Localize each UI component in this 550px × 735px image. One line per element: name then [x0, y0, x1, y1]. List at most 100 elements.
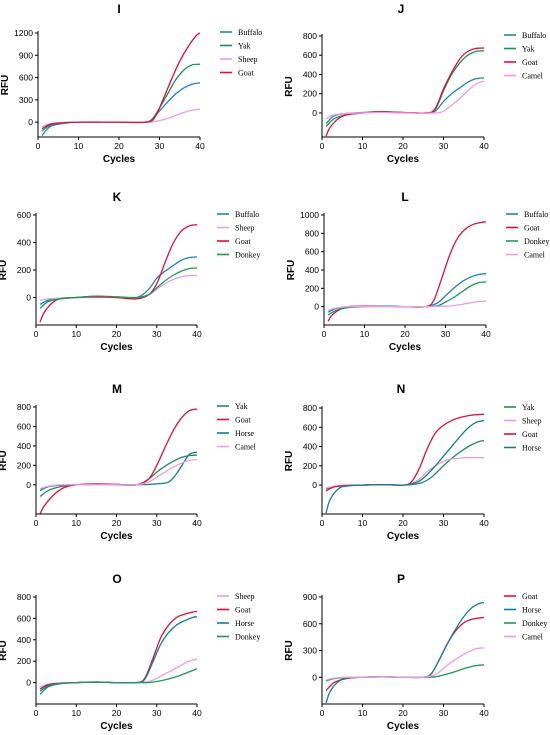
chart-panel-i: I 0 300 600 900 1200 0 10 20 30 40 Cycles RFU Buffalo… [0, 2, 262, 165]
x-tick-label: 30 [152, 708, 162, 718]
y-tick-label: 0 [314, 302, 319, 312]
series-line-goat [325, 47, 485, 137]
chart-panel-m: M 0 200 400 600 800 0 10 20 30 40 Cycles RFU Yak Goat H… [0, 382, 257, 542]
y-tick-label: 600 [17, 421, 31, 431]
chart-panel-p: P 0 300 600 900 0 10 20 30 40 Cycles RFU Goat Horse Do… [284, 572, 547, 732]
y-tick-label: 300 [19, 95, 33, 105]
series-lines [325, 413, 485, 514]
y-tick-label: 600 [17, 210, 31, 220]
legend-label-yak: Yak [235, 402, 248, 411]
y-tick-label: 400 [303, 442, 317, 452]
x-tick-label: 30 [155, 141, 165, 151]
chart-panel-j: J 0 200 400 600 800 0 10 20 30 40 Cycles RFU Buffalo Y… [284, 2, 546, 165]
x-tick-label: 0 [34, 518, 39, 528]
legend-label-donkey: Donkey [235, 251, 260, 260]
y-axis-label: RFU [286, 260, 297, 281]
y-tick-label: 200 [305, 283, 319, 293]
series-line-sheep [325, 456, 484, 489]
x-tick-label: 10 [358, 141, 368, 151]
y-axis-label: RFU [0, 450, 9, 471]
x-tick-label: 10 [72, 329, 82, 339]
x-tick-label: 30 [152, 518, 162, 528]
series-line-buffalo [325, 77, 485, 125]
x-axis-label: Cycles [103, 154, 136, 165]
x-tick-label: 0 [36, 141, 41, 151]
legend-label-sheep: Sheep [235, 224, 255, 233]
legend-label-goat: Goat [235, 416, 251, 425]
y-tick-label: 400 [305, 265, 319, 275]
y-tick-label: 200 [303, 89, 317, 99]
x-tick-label: 40 [479, 708, 489, 718]
x-axis-label: Cycles [100, 342, 133, 353]
series-line-goat [39, 223, 198, 323]
series-line-buffalo [41, 82, 201, 136]
x-tick-label: 10 [358, 708, 368, 718]
legend-label-goat: Goat [238, 69, 254, 78]
x-tick-label: 20 [400, 329, 410, 339]
y-tick-label: 400 [17, 635, 31, 645]
series-line-yak [39, 454, 198, 498]
x-tick-label: 40 [192, 708, 202, 718]
legend-label-horse: Horse [235, 429, 255, 438]
x-tick-label: 40 [192, 329, 202, 339]
series-line-horse [325, 419, 485, 514]
y-tick-label: 800 [303, 31, 317, 41]
series-lines [39, 610, 198, 695]
y-axis-label: RFU [284, 451, 295, 472]
y-tick-label: 400 [17, 238, 31, 248]
series-line-yak [41, 63, 201, 132]
x-tick-label: 0 [320, 141, 325, 151]
y-axis-label: RFU [284, 640, 295, 661]
legend-label-goat: Goat [522, 430, 538, 439]
x-tick-label: 0 [320, 708, 325, 718]
y-tick-label: 900 [303, 592, 317, 602]
chart-panel-n: N 0 200 400 600 800 0 10 20 30 40 Cycles RFU Yak Sheep… [284, 382, 542, 542]
series-line-horse [39, 616, 198, 692]
series-lines [39, 408, 198, 514]
x-tick-label: 10 [360, 329, 370, 339]
series-line-sheep [41, 108, 201, 128]
x-tick-label: 30 [441, 329, 451, 339]
legend-label-donkey: Donkey [235, 633, 260, 642]
series-line-goat [41, 32, 201, 130]
y-tick-label: 800 [305, 228, 319, 238]
y-tick-label: 600 [17, 613, 31, 623]
legend-label-yak: Yak [522, 403, 535, 412]
chart-title: I [117, 2, 120, 16]
y-tick-label: 1000 [300, 210, 319, 220]
y-axis-label: RFU [284, 76, 295, 97]
y-axis-label: RFU [0, 640, 9, 661]
y-tick-label: 800 [17, 592, 31, 602]
y-tick-label: 0 [26, 678, 31, 688]
x-axis-label: Cycles [387, 154, 420, 165]
x-tick-label: 0 [34, 329, 39, 339]
x-tick-label: 20 [398, 141, 408, 151]
x-tick-label: 20 [114, 141, 124, 151]
x-tick-label: 40 [479, 518, 489, 528]
legend-label-horse: Horse [522, 444, 542, 453]
series-line-horse [325, 602, 485, 704]
legend-label-yak: Yak [522, 45, 535, 54]
y-tick-label: 600 [303, 50, 317, 60]
series-line-yak [325, 440, 485, 490]
y-axis-label: RFU [0, 260, 9, 281]
x-tick-label: 10 [72, 518, 82, 528]
series-lines [325, 602, 485, 704]
y-tick-label: 0 [28, 117, 33, 127]
legend-label-goat: Goat [522, 592, 538, 601]
x-tick-label: 0 [34, 708, 39, 718]
y-tick-label: 900 [19, 50, 33, 60]
legend-label-yak: Yak [238, 42, 251, 51]
y-tick-label: 0 [312, 480, 317, 490]
x-tick-label: 20 [398, 708, 408, 718]
y-tick-label: 200 [303, 461, 317, 471]
series-lines [41, 32, 201, 136]
series-lines [325, 47, 485, 137]
series-line-donkey [39, 668, 198, 695]
chart-title: P [397, 572, 405, 586]
y-tick-label: 300 [303, 646, 317, 656]
legend-label-goat: Goat [524, 224, 540, 233]
y-tick-label: 600 [19, 73, 33, 83]
y-tick-label: 600 [303, 619, 317, 629]
